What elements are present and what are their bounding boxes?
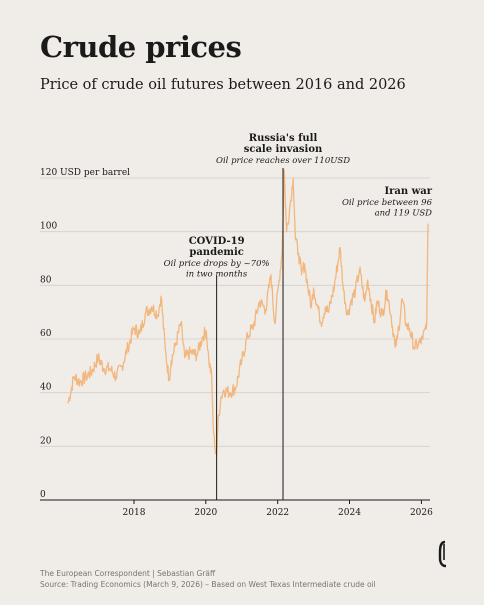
x-tick-label: 2024	[338, 508, 361, 518]
annotation-text: Oil price reaches over 110USD	[216, 156, 350, 166]
footer: The European Correspondent | Sebastian G…	[40, 568, 376, 590]
annotation-text: Oil price between 96	[342, 198, 433, 208]
y-tick-label: 40	[40, 383, 52, 393]
gridlines	[40, 177, 430, 501]
x-tick-label: 2020	[194, 508, 217, 518]
annotation-text: and 119 USD	[375, 209, 433, 219]
footer-source: Source: Trading Economics (March 9, 2026…	[40, 580, 376, 589]
x-tick-label: 2018	[123, 508, 146, 518]
annotation-text: Oil price drops by ~70%	[164, 259, 270, 269]
annotation-title: pandemic	[189, 247, 244, 258]
x-tick-label: 2026	[410, 508, 433, 518]
chart-title: Crude prices	[40, 30, 242, 64]
publisher-logo-icon	[438, 540, 447, 568]
footer-credit: The European Correspondent | Sebastian G…	[40, 569, 216, 578]
y-tick-label: 0	[40, 490, 46, 500]
y-tick-label: 80	[40, 275, 52, 285]
annotation-title: Iran war	[384, 186, 432, 197]
annotation-title: Russia's full	[249, 133, 318, 144]
y-tick-label: 60	[40, 329, 52, 339]
y-tick-label: 20	[40, 436, 52, 446]
crude-price-line-chart: 0 20 40 60 80 100 120 USD per barrel 2018 2020 20…	[40, 133, 433, 518]
axes: 0 20 40 60 80 100 120 USD per barrel 2018 2020 20…	[40, 168, 433, 518]
crude-price-line	[67, 169, 429, 456]
annotation-title: COVID-19	[189, 236, 245, 247]
price-series	[67, 169, 429, 456]
x-tick-label: 2022	[266, 508, 289, 518]
y-tick-label: 100	[40, 222, 57, 232]
annotation-text: in two months	[186, 270, 248, 280]
y-tick-label: 120 USD per barrel	[40, 168, 130, 178]
annotation-title: scale invasion	[244, 144, 323, 155]
chart-subtitle: Price of crude oil futures between 2016 …	[40, 77, 406, 93]
